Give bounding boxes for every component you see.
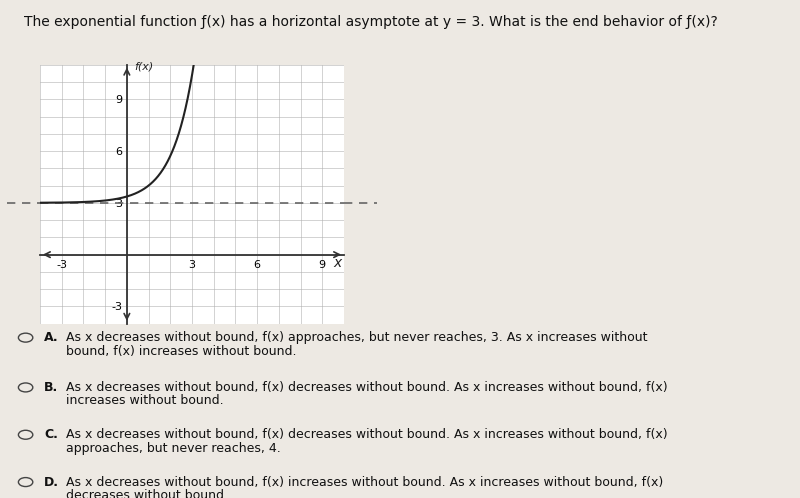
Text: A.: A. [44,331,58,344]
Text: D.: D. [44,476,59,489]
Text: As x decreases without bound, f(x) decreases without bound. As x increases witho: As x decreases without bound, f(x) decre… [66,428,668,441]
Text: approaches, but never reaches, 4.: approaches, but never reaches, 4. [66,442,281,455]
Text: increases without bound.: increases without bound. [66,394,224,407]
Text: C.: C. [44,428,58,441]
Text: f(x): f(x) [134,62,154,72]
Text: x: x [334,256,342,270]
Text: As x decreases without bound, f(x) increases without bound. As x increases witho: As x decreases without bound, f(x) incre… [66,476,664,489]
Text: As x decreases without bound, f(x) approaches, but never reaches, 3. As x increa: As x decreases without bound, f(x) appro… [66,331,648,344]
Text: bound, f(x) increases without bound.: bound, f(x) increases without bound. [66,345,297,358]
Text: decreases without bound.: decreases without bound. [66,489,229,498]
Text: The exponential function ƒ(x) has a horizontal asymptote at y = 3. What is the e: The exponential function ƒ(x) has a hori… [24,15,718,29]
Text: As x decreases without bound, f(x) decreases without bound. As x increases witho: As x decreases without bound, f(x) decre… [66,381,668,394]
Text: B.: B. [44,381,58,394]
